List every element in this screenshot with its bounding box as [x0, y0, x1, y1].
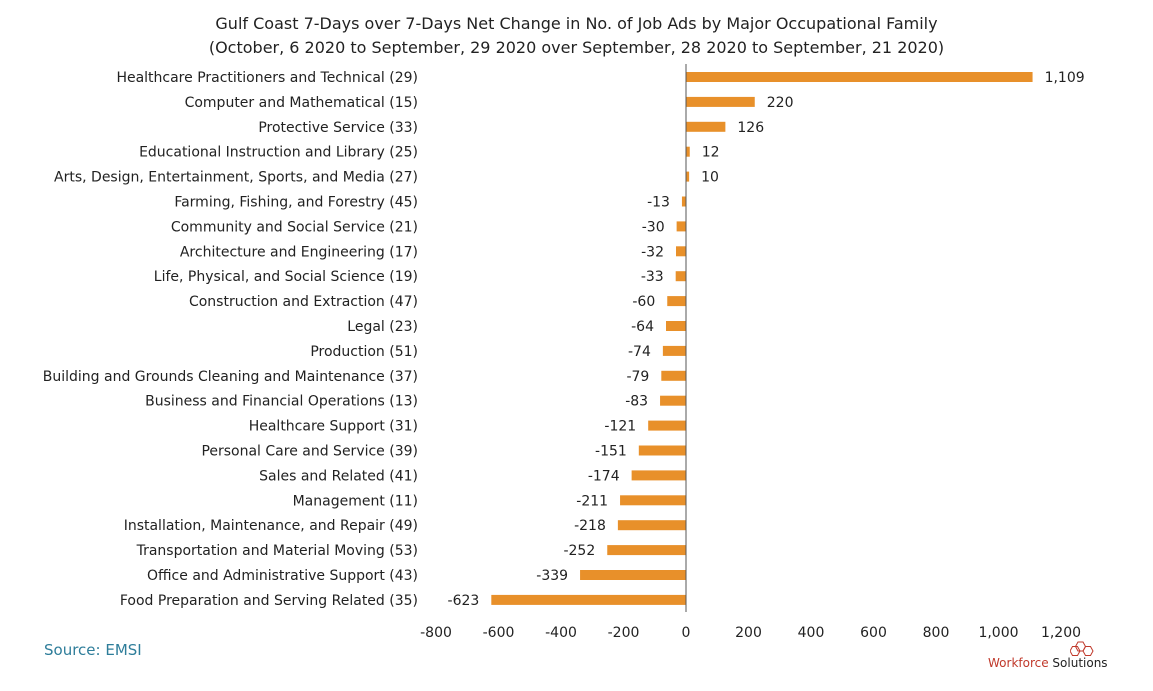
data-label: -218 [574, 518, 606, 534]
category-label: Office and Administrative Support (43) [147, 568, 418, 584]
category-label: Production (51) [310, 344, 418, 360]
x-tick-label: -200 [608, 625, 640, 641]
bar [676, 221, 686, 232]
bar [676, 246, 686, 257]
data-label: -64 [631, 319, 654, 335]
category-label: Food Preparation and Serving Related (35… [120, 593, 418, 609]
category-label: Transportation and Material Moving (53) [136, 543, 418, 559]
data-label: 126 [737, 120, 764, 136]
title-line-2: (October, 6 2020 to September, 29 2020 o… [208, 38, 945, 57]
chart-title: Gulf Coast 7-Days over 7-Days Net Change… [0, 12, 1153, 60]
source-note: Source: EMSI [44, 641, 142, 659]
bar [686, 121, 726, 132]
workforce-solutions-logo: Workforce Solutions [988, 640, 1118, 680]
bar [686, 96, 755, 107]
x-tick-label: -600 [483, 625, 515, 641]
category-label: Farming, Fishing, and Forestry (45) [174, 195, 418, 211]
data-label: -252 [563, 543, 595, 559]
x-tick-label: 400 [798, 625, 825, 641]
data-label: -339 [536, 568, 568, 584]
bar [617, 520, 686, 531]
bar [660, 395, 686, 406]
category-label: Installation, Maintenance, and Repair (4… [124, 518, 418, 534]
category-label: Computer and Mathematical (15) [185, 95, 418, 111]
data-label: -30 [642, 219, 665, 235]
data-label: -623 [448, 593, 480, 609]
data-label: -74 [628, 344, 651, 360]
x-tick-label: 800 [923, 625, 950, 641]
title-line-1: Gulf Coast 7-Days over 7-Days Net Change… [215, 14, 938, 33]
logo-text-part2: Solutions [1048, 656, 1108, 670]
bar [686, 171, 690, 182]
bar [620, 495, 686, 506]
x-tick-label: 1,000 [978, 625, 1018, 641]
logo-text-part1: Workforce [988, 656, 1049, 670]
category-label: Building and Grounds Cleaning and Mainte… [43, 369, 418, 385]
bar [667, 296, 686, 307]
x-tick-label: -800 [420, 625, 452, 641]
category-label: Healthcare Practitioners and Technical (… [116, 70, 418, 86]
bar [662, 345, 686, 356]
data-label: -13 [647, 195, 670, 211]
data-label: -32 [641, 244, 664, 260]
category-label: Architecture and Engineering (17) [180, 244, 418, 260]
data-label: 12 [702, 145, 720, 161]
bar [686, 146, 690, 157]
bar [648, 420, 686, 431]
x-tick-label: -400 [545, 625, 577, 641]
bar [491, 594, 686, 605]
category-label: Healthcare Support (31) [249, 419, 418, 435]
bar [638, 445, 686, 456]
data-label: 10 [701, 170, 719, 186]
data-label: -174 [588, 468, 620, 484]
category-label: Legal (23) [347, 319, 418, 335]
bar [607, 545, 686, 556]
logo-text: Workforce Solutions [988, 656, 1108, 670]
category-label: Arts, Design, Entertainment, Sports, and… [54, 170, 418, 186]
data-label: 220 [767, 95, 794, 111]
bar [666, 321, 686, 331]
category-label: Protective Service (33) [258, 120, 418, 136]
x-tick-label: 600 [860, 625, 887, 641]
data-label: -121 [604, 419, 636, 435]
category-label: Educational Instruction and Library (25) [139, 145, 418, 161]
bar [661, 370, 686, 381]
category-label: Sales and Related (41) [259, 468, 418, 484]
data-label: 1,109 [1045, 70, 1085, 86]
category-label: Business and Financial Operations (13) [145, 394, 418, 410]
category-label: Personal Care and Service (39) [201, 444, 418, 460]
bar [686, 72, 1033, 82]
data-label: -33 [641, 269, 664, 285]
x-tick-label: 1,200 [1041, 625, 1081, 641]
category-label: Construction and Extraction (47) [189, 294, 418, 310]
category-label: Community and Social Service (21) [171, 219, 418, 235]
x-tick-label: 0 [682, 625, 691, 641]
category-label: Management (11) [293, 493, 418, 509]
data-label: -60 [632, 294, 655, 310]
data-label: -211 [576, 493, 608, 509]
data-label: -151 [595, 444, 627, 460]
x-tick-label: 200 [735, 625, 762, 641]
bar [681, 196, 686, 207]
bar [675, 271, 686, 282]
data-label: -83 [625, 394, 648, 410]
bar [580, 570, 686, 580]
hexagon-logo-icon [1070, 641, 1094, 656]
bar [631, 470, 686, 481]
data-label: -79 [626, 369, 649, 385]
category-label: Life, Physical, and Social Science (19) [154, 269, 418, 285]
